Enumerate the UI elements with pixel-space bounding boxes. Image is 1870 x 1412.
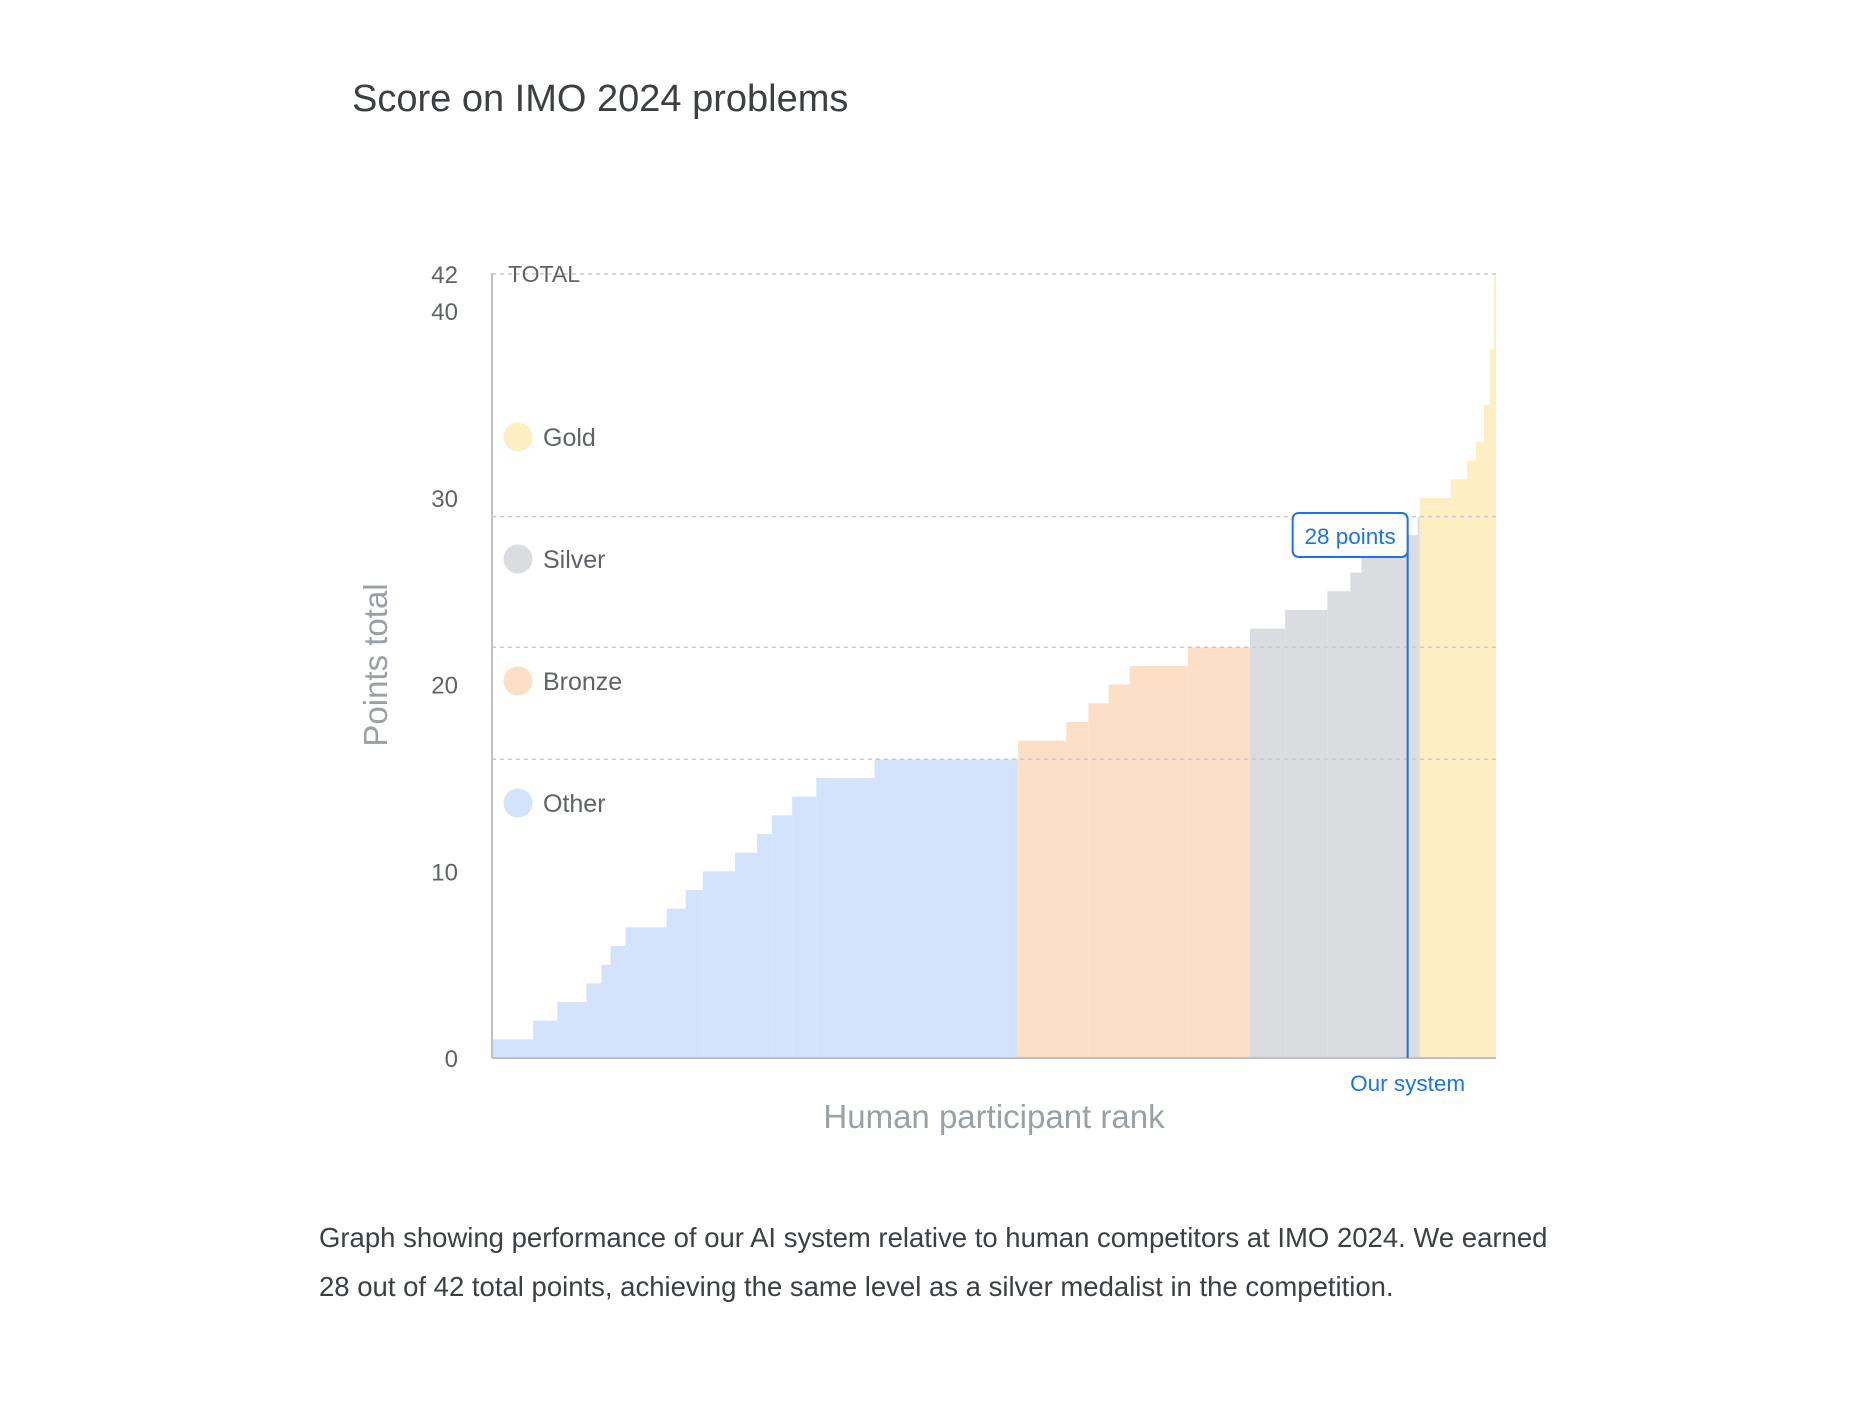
bar xyxy=(492,1039,534,1058)
y-tick-label: 0 xyxy=(445,1046,458,1073)
total-label: TOTAL xyxy=(508,261,580,287)
legend-label: Bronze xyxy=(543,668,622,696)
bar xyxy=(1450,479,1467,1059)
bar xyxy=(792,796,817,1058)
x-axis-title: Human participant rank xyxy=(823,1098,1165,1135)
legend-label: Other xyxy=(543,790,606,818)
y-tick-label: 10 xyxy=(431,859,458,886)
bar xyxy=(1250,628,1286,1058)
bar xyxy=(586,983,602,1058)
marker-callout-label: 28 points xyxy=(1304,524,1395,549)
bar xyxy=(557,1001,587,1058)
bar xyxy=(610,945,626,1058)
bar xyxy=(874,759,939,1058)
chart-title: Score on IMO 2024 problems xyxy=(352,78,849,120)
bar xyxy=(685,889,703,1058)
y-tick-label: 40 xyxy=(431,299,458,326)
bar xyxy=(772,815,793,1058)
bar xyxy=(734,852,758,1058)
tick-layer: 0 10 20 30 40 42 xyxy=(431,262,458,1073)
bar xyxy=(1417,516,1420,1058)
bar xyxy=(1419,497,1451,1058)
legend-swatch xyxy=(503,788,533,818)
marker-callout-box xyxy=(1291,512,1409,558)
legend-label: Gold xyxy=(543,424,596,452)
bar xyxy=(1018,740,1067,1058)
marker-x-label: Our system xyxy=(1350,1071,1465,1096)
bar xyxy=(1475,441,1484,1058)
bar xyxy=(1489,348,1494,1058)
legend-layer: Gold Silver Bronze Other xyxy=(503,422,622,818)
legend-swatch xyxy=(503,544,533,574)
area-layer xyxy=(492,273,1496,1059)
bar xyxy=(625,927,667,1058)
bar xyxy=(757,833,773,1058)
bar xyxy=(1483,404,1490,1058)
grid-layer: TOTAL xyxy=(492,261,1496,761)
bar xyxy=(1493,273,1496,1058)
legend-swatch xyxy=(503,666,533,696)
bar xyxy=(1361,553,1380,1058)
y-axis-title: Points total xyxy=(357,583,394,746)
bar xyxy=(533,1020,558,1058)
legend-swatch xyxy=(503,422,533,452)
y-tick-label: 30 xyxy=(431,486,458,513)
bar xyxy=(1108,684,1130,1058)
bar xyxy=(1285,609,1328,1058)
y-tick-label: 42 xyxy=(431,262,458,289)
marker-layer: 28 points Our system xyxy=(1291,512,1465,1096)
bar xyxy=(816,777,875,1058)
bar xyxy=(601,964,611,1058)
bar xyxy=(1088,703,1109,1058)
chart-caption: Graph showing performance of our AI syst… xyxy=(319,1222,1548,1302)
y-tick-label: 20 xyxy=(431,673,458,700)
bar xyxy=(1379,535,1418,1058)
axis-layer xyxy=(491,273,1496,1059)
bar xyxy=(702,871,735,1058)
bar xyxy=(1066,721,1089,1058)
bar xyxy=(1350,572,1362,1058)
bar xyxy=(1327,591,1351,1058)
bar xyxy=(938,759,1019,1058)
legend-label: Silver xyxy=(543,546,606,574)
bar xyxy=(666,908,686,1058)
bar xyxy=(1129,665,1188,1058)
bar xyxy=(1187,647,1251,1058)
